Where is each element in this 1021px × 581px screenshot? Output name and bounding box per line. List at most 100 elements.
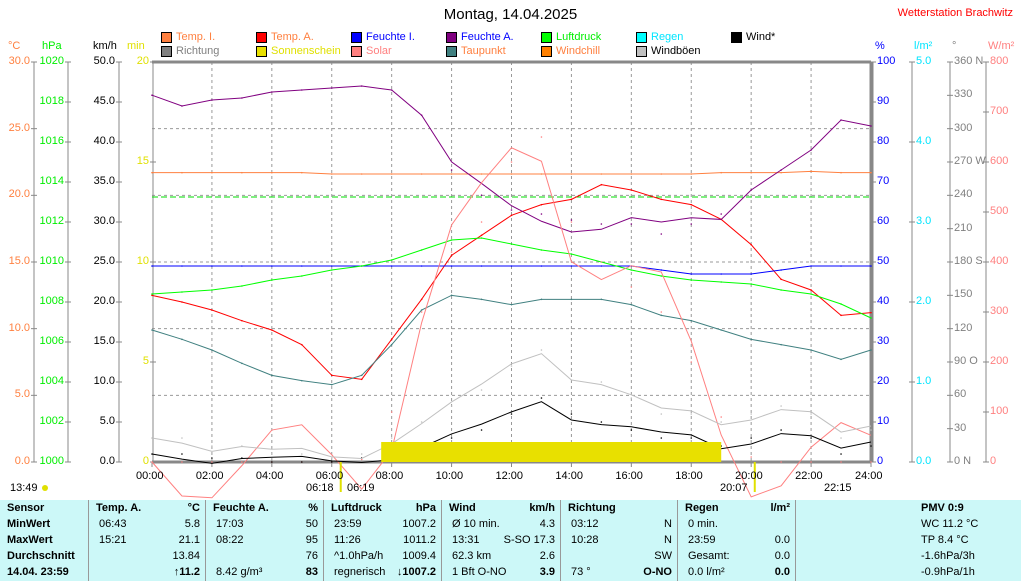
feuchte-a-data-point [600,223,603,225]
temp-i-data-point [630,173,633,175]
cell-right: 1011.2 [403,534,436,546]
feuchte-a-data-point [870,125,872,127]
wind-data-point [510,413,513,415]
column-header: Richtung [561,500,678,516]
column-unit: °C [187,502,200,514]
row-label: 14.04. 23:59 [7,566,69,578]
windb-en-data-point [600,381,603,383]
direction-tick-label: 360 N [954,55,984,67]
row-label: MaxWert [7,534,53,546]
temp-i-data-point [420,173,423,175]
column-header: Wind km/h [442,500,561,516]
pressure-tick-label: 1006 [39,335,64,347]
cell-left: ^1.0hPa/h [334,550,384,562]
feuchte-i-data-point [450,265,453,267]
cell-left: 08:22 [216,534,244,546]
table-row: 0.0 l/m² 0.0 [678,564,796,580]
taupunkt-data-point [181,338,183,341]
column-title: Richtung [568,502,616,514]
cell-left: 11:26 [334,534,361,546]
windb-en-data-point [450,405,453,407]
pressure-tick-label: 1020 [39,55,64,67]
humidity-axis-unit: % [875,40,885,52]
luftdruck-data-point [151,293,153,295]
legend-swatch [161,45,172,57]
pressure-tick-label: 1002 [39,415,64,427]
legend-item: Solar [351,45,392,57]
direction-tick-label: 300 [954,121,973,134]
feuchte-i-data-point [780,269,782,271]
temp-i-data-point [750,171,752,174]
sun-tick-label: 10 [136,255,149,267]
taupunkt-data-point [660,314,663,317]
pmv-header: PMV 0:9 [921,502,964,514]
temp-a-data-point [271,329,273,331]
legend-swatch [351,31,362,43]
wind-tick-label: 10.0 [93,375,115,387]
x-tick-label: 16:00 [615,470,643,482]
temp-a-data-point [420,298,423,301]
legend-item: Luftdruck [541,31,601,43]
legend-swatch [636,45,647,57]
wind-data-point [330,461,333,463]
temp-a-data-point [300,343,303,346]
temp-tick-label: 25.0 [8,121,30,134]
humidity-tick-label: 0 [877,455,884,467]
feuchte-a-data-point [420,114,423,116]
taupunkt-data-point [540,298,543,301]
taupunkt-data-point [330,383,333,386]
temp-tick-label: 15.0 [8,255,30,267]
wind-data-point [181,453,183,455]
feuchte-a-data-point [540,213,543,215]
taupunkt-data-point [720,329,723,331]
table-row: 11:26 1011.2 [324,532,442,548]
x-tick-label: 02:00 [195,470,224,482]
temp-a-data-point [330,374,333,377]
column-unit: hPa [415,502,436,514]
legend-label: Temp. A. [271,31,314,43]
wind-data-point [271,461,273,463]
table-row: regnerisch ↓1007.2 [324,564,442,580]
windb-en-data-point [271,453,273,455]
legend-label: Solar [366,45,392,57]
luftdruck-data-point [241,285,243,287]
column-header: Luftdruck hPa [324,500,442,516]
temp-a-data-point [780,278,782,281]
cell-right: ↑11.2 [173,566,200,578]
solar-data-point [360,458,363,461]
direction-axis-unit: ° [952,40,957,52]
luftdruck-data-point [630,269,633,271]
x-tick-label: 14:00 [555,470,583,482]
feuchte-i-data-point [660,269,663,271]
luftdruck-data-point [420,249,423,251]
station-name: Wetterstation Brachwitz [897,7,1013,19]
wind-tick-label: 50.0 [93,55,115,67]
cell-right: O-NO [643,566,672,578]
luftdruck-data-point [780,289,782,291]
taupunkt-data-point [390,343,393,346]
row-labels-column: Sensor MinWert MaxWert Durchschnitt 14.04. 2… [0,500,88,581]
luftdruck-data-point [810,293,812,295]
feuchte-i-data-point [330,265,333,267]
wind-data-point [810,437,812,439]
cell-left: 06:43 [99,518,127,530]
cell-right: 76 [305,550,318,562]
table-row: 76 [206,548,324,564]
temp-a-data-point [480,234,483,237]
legend-label: Wind* [746,31,776,43]
legend-item: Temp. A. [256,31,314,43]
cell-left: Ø 10 min. [452,518,500,530]
temp-i-data-point [450,173,453,175]
temp-i-data-point [690,173,693,175]
feuchte-a-data-point [480,194,483,196]
luftdruck-data-point [330,269,333,271]
legend-item: Temp. I. [161,31,215,43]
luftdruck-data-point [870,317,872,319]
temp-i-data-point [600,173,603,175]
table-row: 1 Bft O-NO 3.9 [442,564,561,580]
temp-i-data-point [300,171,303,174]
feuchte-a-data-point [570,219,573,221]
temp-a-data-point [810,289,812,291]
windb-en-data-point [840,437,842,439]
solar-data-point [390,411,393,413]
